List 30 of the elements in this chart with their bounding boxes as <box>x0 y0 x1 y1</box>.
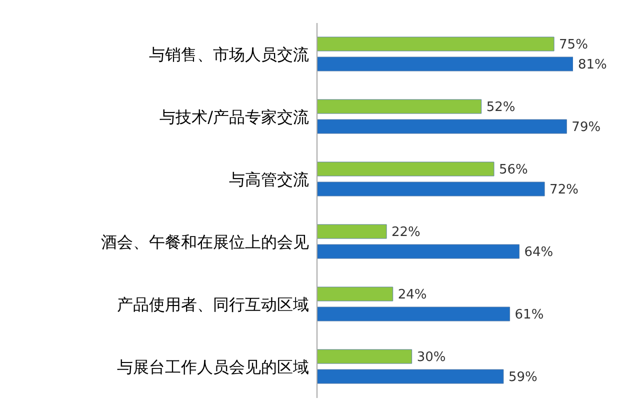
data-label: 72% <box>550 182 578 198</box>
bar <box>317 286 394 302</box>
y-tick-label: 产品使用者、同行互动区域 <box>117 294 309 314</box>
bar <box>317 182 545 196</box>
bar <box>317 56 573 72</box>
bar <box>317 119 567 134</box>
bar <box>317 162 494 176</box>
y-tick-label: 与销售、市场人员交流 <box>149 44 309 64</box>
data-label: 56% <box>498 162 528 178</box>
data-label: 79% <box>572 120 601 136</box>
bar <box>317 369 504 384</box>
bar <box>317 99 482 114</box>
data-label: 59% <box>508 370 538 386</box>
bar <box>317 306 510 322</box>
data-label: 24% <box>398 288 427 303</box>
data-label: 61% <box>514 308 544 323</box>
data-label: 30% <box>416 350 446 366</box>
bar <box>317 349 412 364</box>
y-tick-label: 与高管交流 <box>229 170 309 189</box>
data-label: 64% <box>524 245 554 260</box>
data-label: 81% <box>578 58 607 73</box>
y-tick-label: 与技术/产品专家交流 <box>160 107 309 126</box>
y-tick-label: 与展台工作人员会见的区域 <box>117 357 309 376</box>
data-label: 22% <box>392 225 420 240</box>
bar <box>317 36 554 52</box>
bar <box>317 244 520 259</box>
bar <box>317 224 387 239</box>
data-label: 52% <box>486 100 516 116</box>
data-label: 75% <box>559 38 588 53</box>
y-tick-label: 酒会、午餐和在展位上的会见 <box>101 232 309 252</box>
